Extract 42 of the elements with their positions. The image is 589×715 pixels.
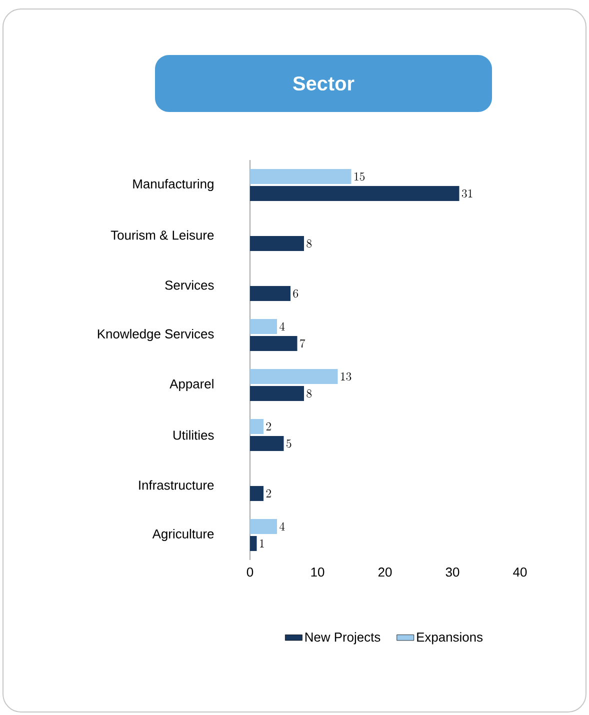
bar bbox=[250, 169, 352, 184]
bar bbox=[250, 336, 298, 351]
data-label: 7 bbox=[300, 339, 306, 348]
y-tick-label: Apparel bbox=[170, 378, 214, 392]
legend-label: New Projects bbox=[305, 632, 380, 644]
bar bbox=[250, 436, 284, 451]
bar bbox=[250, 486, 264, 501]
bar bbox=[250, 419, 264, 434]
bar bbox=[250, 536, 257, 551]
data-label: 4 bbox=[280, 522, 285, 530]
x-tick-label: 30 bbox=[446, 568, 460, 577]
x-tick-label: 0 bbox=[246, 568, 254, 577]
chart-title: Sector bbox=[293, 76, 354, 91]
x-tick-label: 40 bbox=[513, 568, 527, 577]
data-label: 4 bbox=[280, 322, 285, 330]
bar bbox=[250, 386, 304, 401]
y-tick-label: Knowledge Services bbox=[98, 328, 214, 342]
bar bbox=[250, 519, 277, 534]
y-tick-label: Tourism & Leisure bbox=[110, 230, 214, 240]
data-label: 8 bbox=[306, 389, 312, 398]
y-tick-label: Infrastructure bbox=[139, 480, 214, 490]
data-label: 2 bbox=[266, 489, 271, 498]
legend-label: Expansions bbox=[417, 632, 483, 644]
bar bbox=[250, 369, 338, 384]
bar bbox=[250, 319, 277, 334]
bar bbox=[250, 286, 290, 301]
x-tick-label: 10 bbox=[311, 568, 324, 577]
data-label: 6 bbox=[293, 289, 298, 298]
data-label: 8 bbox=[306, 239, 312, 248]
bar bbox=[250, 236, 304, 251]
data-label: 1 bbox=[260, 539, 264, 548]
data-label: 13 bbox=[341, 372, 352, 381]
bar bbox=[250, 186, 460, 202]
data-label: 2 bbox=[266, 422, 271, 430]
data-label: 5 bbox=[286, 439, 292, 448]
y-tick-label: Utilities bbox=[173, 430, 214, 440]
y-tick-label: Agriculture bbox=[152, 528, 214, 542]
y-tick-label: Manufacturing bbox=[133, 178, 214, 192]
y-tick-label: Services bbox=[165, 280, 214, 290]
data-label: 31 bbox=[462, 189, 472, 198]
x-tick-label: 20 bbox=[378, 568, 392, 577]
data-label: 15 bbox=[354, 172, 365, 181]
